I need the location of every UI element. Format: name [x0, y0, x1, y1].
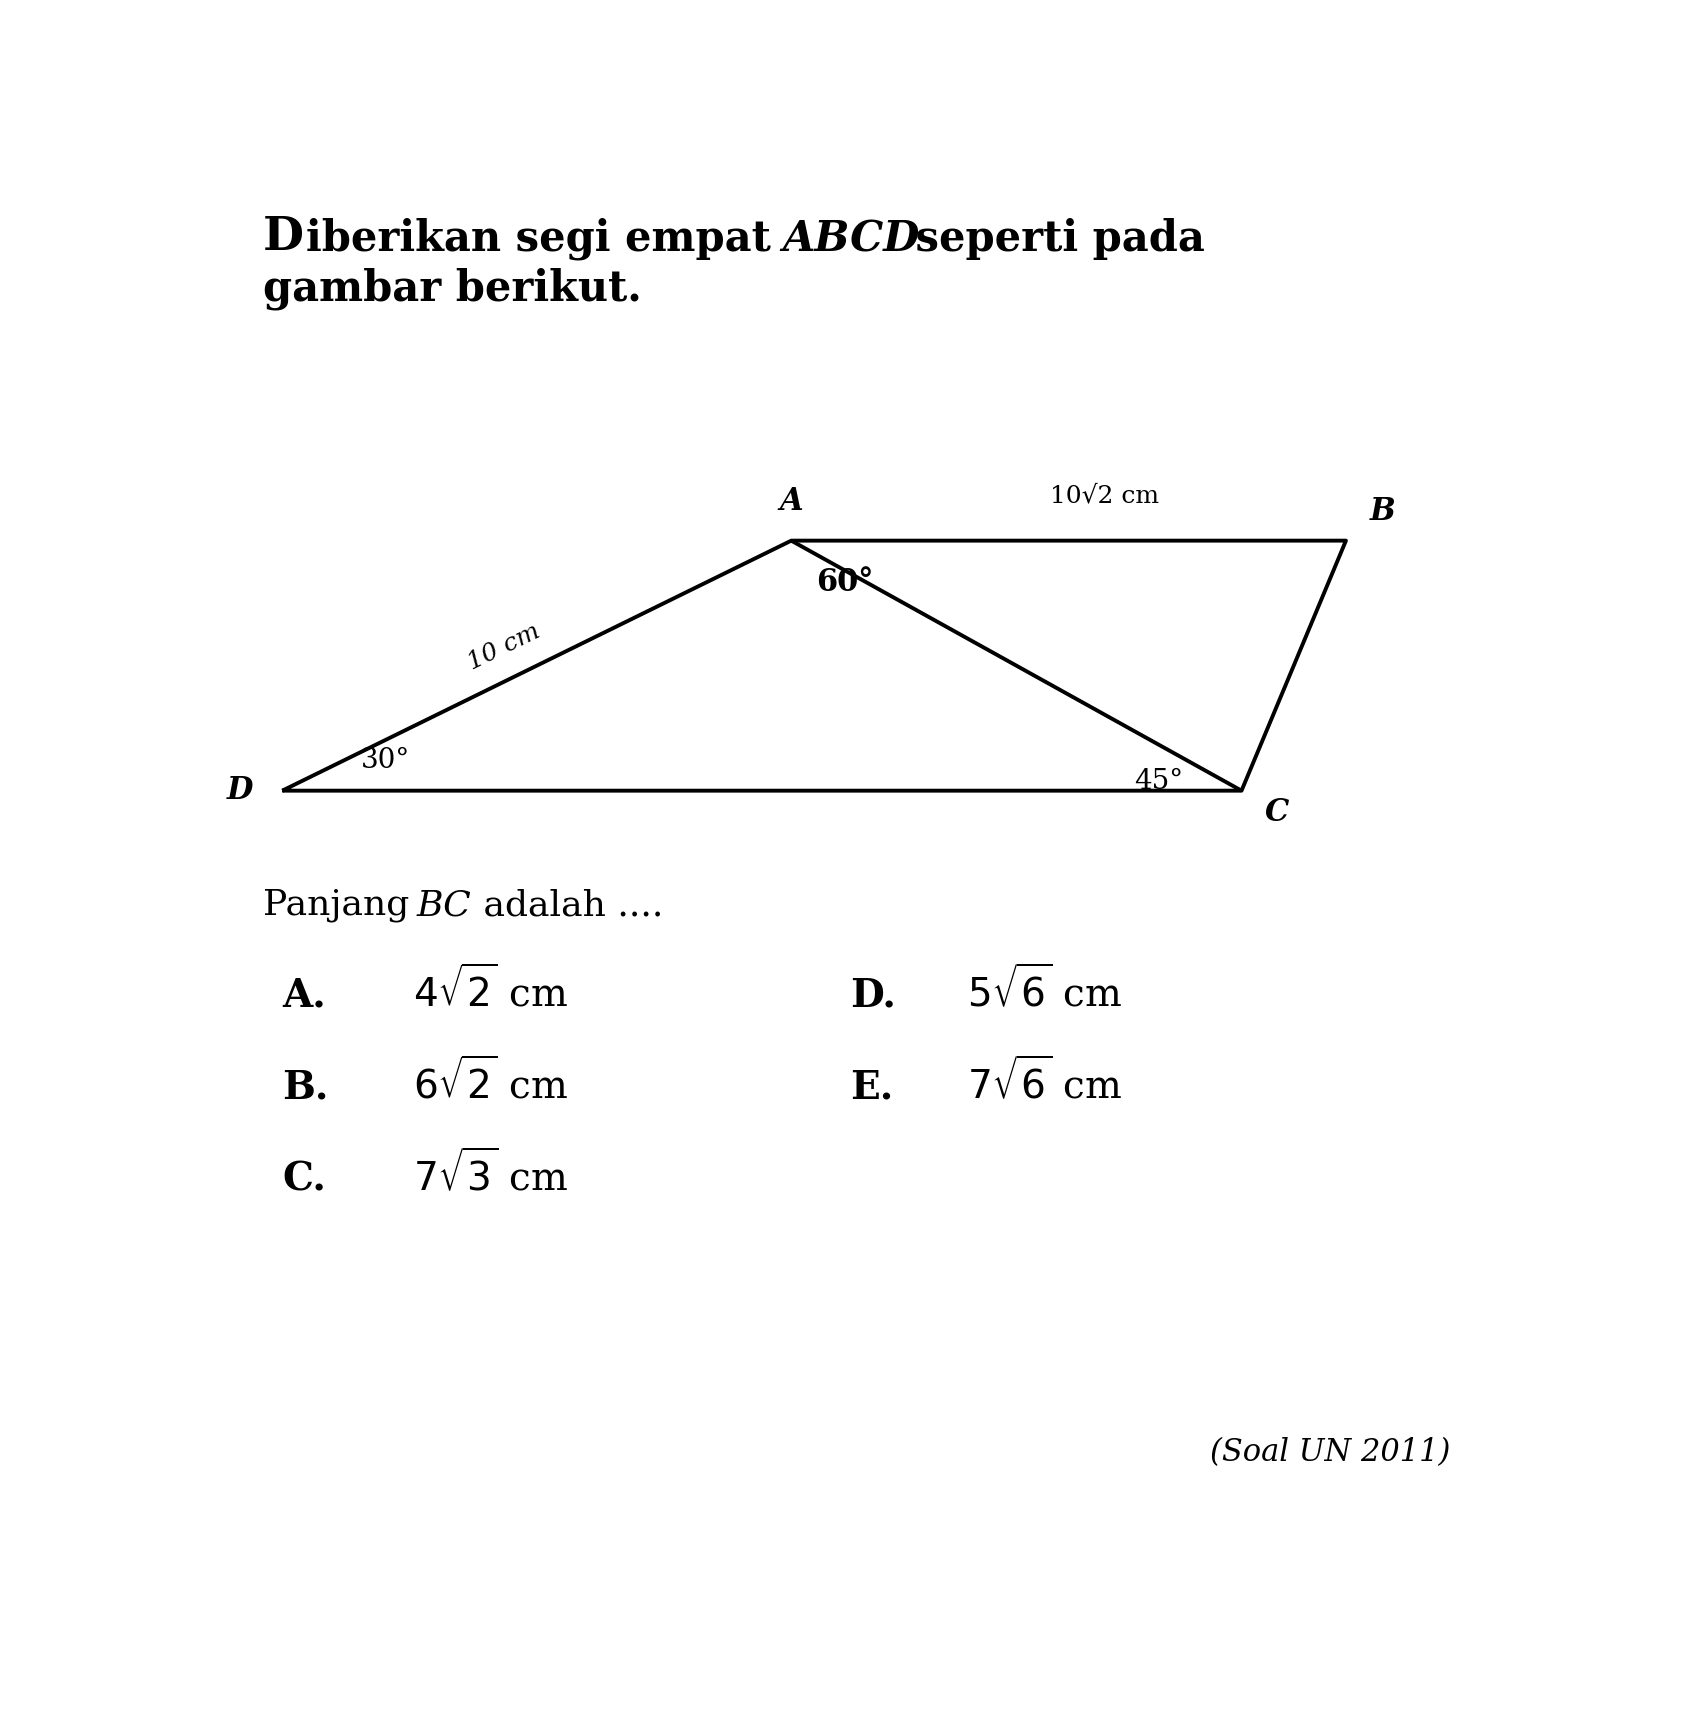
Text: BC: BC [416, 889, 472, 923]
Text: seperti pada: seperti pada [901, 219, 1204, 260]
Text: $6\sqrt{2}$ cm: $6\sqrt{2}$ cm [413, 1058, 568, 1106]
Text: E.: E. [850, 1068, 893, 1106]
Text: Panjang: Panjang [263, 889, 421, 923]
Text: A.: A. [283, 976, 327, 1015]
Text: B: B [1369, 497, 1394, 528]
Text: 45°: 45° [1133, 769, 1182, 795]
Text: iberikan segi empat: iberikan segi empat [306, 217, 785, 260]
Text: $4\sqrt{2}$ cm: $4\sqrt{2}$ cm [413, 966, 568, 1015]
Text: B.: B. [283, 1068, 328, 1106]
Text: (Soal UN 2011): (Soal UN 2011) [1211, 1437, 1450, 1468]
Text: gambar berikut.: gambar berikut. [263, 268, 642, 311]
Text: 10√2 cm: 10√2 cm [1051, 485, 1159, 508]
Text: D: D [227, 776, 254, 807]
Text: 30°: 30° [360, 747, 409, 774]
Text: $7\sqrt{6}$ cm: $7\sqrt{6}$ cm [968, 1058, 1123, 1106]
Text: C.: C. [283, 1160, 327, 1198]
Text: $7\sqrt{3}$ cm: $7\sqrt{3}$ cm [413, 1150, 568, 1198]
Text: 60°: 60° [817, 567, 874, 598]
Text: adalah ....: adalah .... [472, 889, 663, 923]
Text: A: A [780, 485, 803, 516]
Text: D: D [263, 214, 303, 260]
Text: $5\sqrt{6}$ cm: $5\sqrt{6}$ cm [968, 966, 1123, 1015]
Text: 10 cm: 10 cm [465, 620, 544, 675]
Text: ABCD: ABCD [781, 219, 919, 260]
Text: C: C [1265, 796, 1290, 829]
Text: D.: D. [850, 976, 896, 1015]
